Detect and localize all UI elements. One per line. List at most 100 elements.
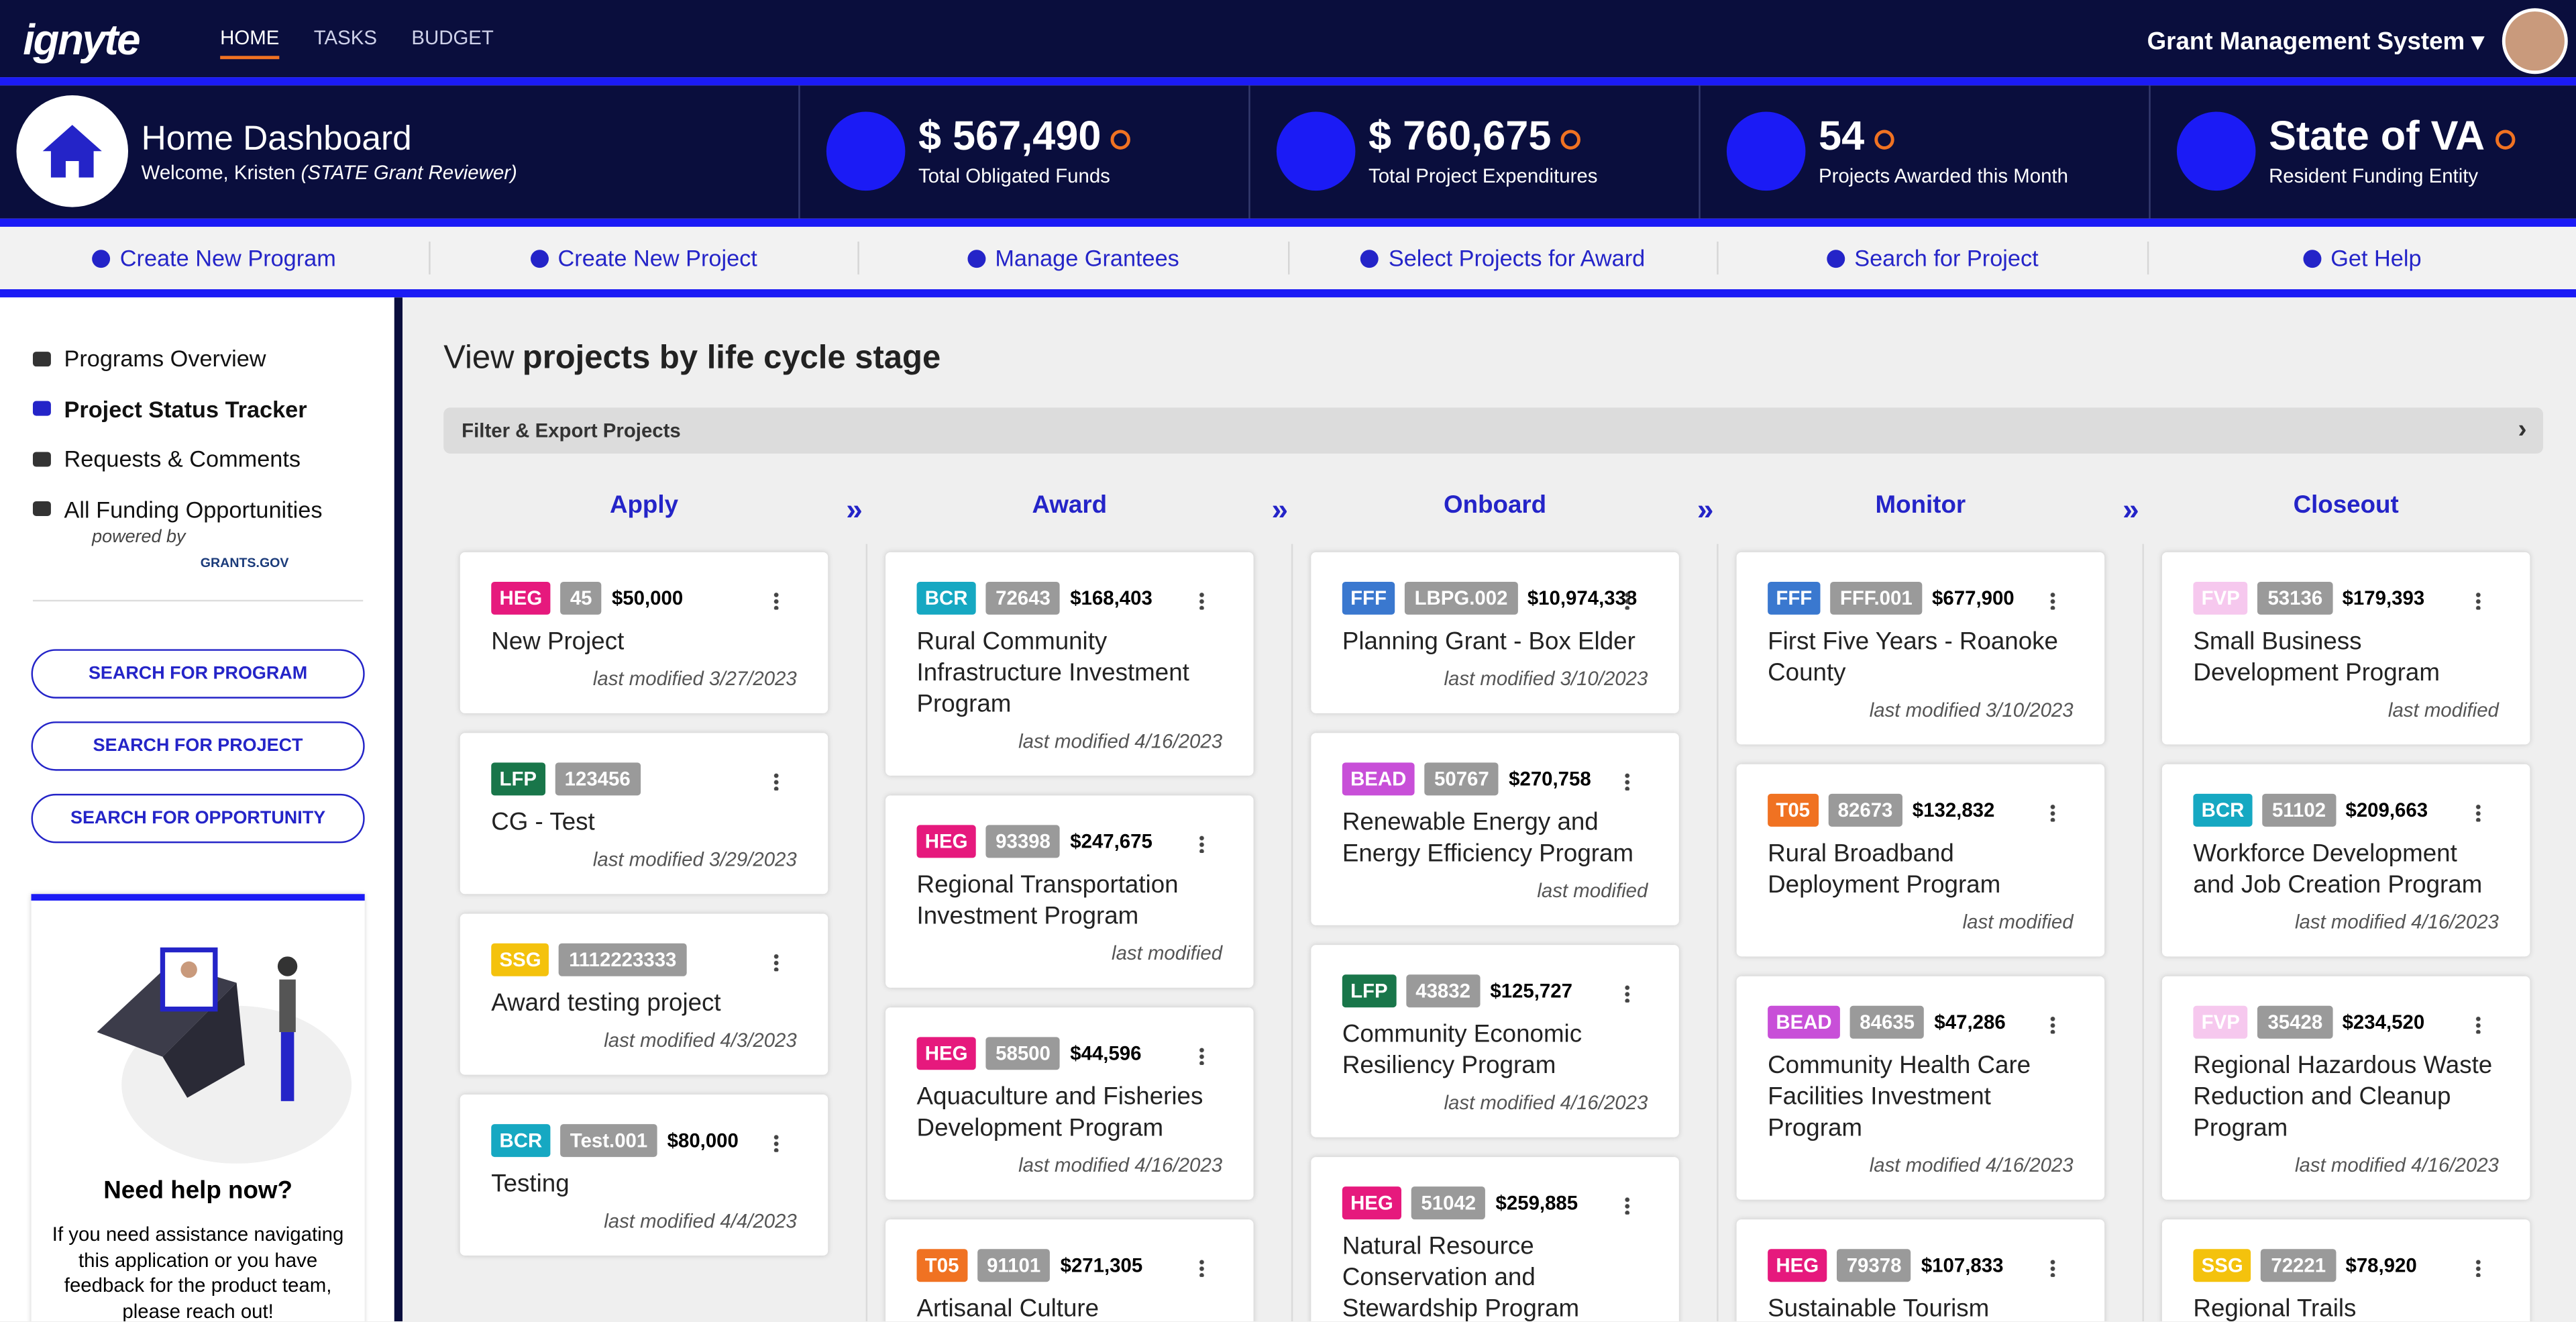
- project-amount: $247,675: [1070, 829, 1152, 852]
- last-modified: last modified 4/16/2023: [1869, 1154, 2074, 1177]
- project-card[interactable]: FVP 53136 $179,393 Small Business Developme…: [2161, 552, 2530, 745]
- project-card[interactable]: FVP 35428 $234,520 Regional Hazardous Waste…: [2161, 976, 2530, 1200]
- project-card[interactable]: T05 91101 $271,305 Artisanal Culture Preser…: [885, 1219, 1254, 1321]
- avatar[interactable]: [2502, 8, 2568, 74]
- program-tag: HEG: [491, 580, 551, 614]
- menu-item[interactable]: All Funding Opportunities: [33, 484, 323, 534]
- card-menu[interactable]: [773, 1133, 779, 1152]
- card-menu[interactable]: [1199, 591, 1205, 610]
- project-card[interactable]: HEG 79378 $107,833 Sustainable Tourism: [1736, 1219, 2105, 1321]
- card-menu[interactable]: [1199, 835, 1205, 854]
- last-modified: last modified 3/10/2023: [1869, 698, 2074, 722]
- welcome-text: Welcome, Kristen: [141, 161, 296, 185]
- project-card[interactable]: HEG 58500 $44,596 Aquaculture and Fisheries…: [885, 1007, 1254, 1200]
- card-menu[interactable]: [1625, 772, 1630, 791]
- heading-prefix: View: [443, 340, 515, 376]
- project-id: FFF.001: [1830, 580, 1923, 614]
- card-menu[interactable]: [1625, 984, 1630, 1003]
- action-link[interactable]: Select Projects for Award: [1289, 242, 1719, 274]
- card-menu[interactable]: [2050, 1258, 2055, 1277]
- project-title: Aquaculture and Fisheries Development Pr…: [916, 1082, 1203, 1143]
- stage-name: Onboard: [1444, 491, 1547, 519]
- last-modified: last modified: [1962, 910, 2074, 934]
- project-amount: $50,000: [611, 586, 684, 609]
- project-title: Artisanal Culture Preservation: [916, 1294, 1099, 1321]
- project-amount: $107,833: [1921, 1253, 2004, 1276]
- logo[interactable]: ignyte: [23, 15, 140, 64]
- project-title: Regional Hazardous Waste Reduction and C…: [2193, 1052, 2493, 1143]
- card-menu[interactable]: [2475, 803, 2481, 822]
- project-card[interactable]: BCR 72643 $168,403 Rural Community Infrastr…: [885, 552, 1254, 776]
- program-tag: BEAD: [1768, 1005, 1840, 1038]
- card-menu[interactable]: [1199, 1258, 1205, 1277]
- filter-export[interactable]: Filter & Export Projects: [443, 407, 2544, 454]
- last-modified: last modified 3/29/2023: [592, 848, 797, 871]
- project-card[interactable]: SSG 1112223333 Award testing project last m…: [460, 913, 828, 1075]
- project-card[interactable]: HEG 45 $50,000 New Project last modified 3/2…: [460, 552, 828, 713]
- menu-item[interactable]: Programs Overview: [33, 334, 323, 384]
- project-card[interactable]: FFF LBPG.002 $10,974,338 Planning Grant - B…: [1311, 552, 1679, 713]
- card-menu[interactable]: [2050, 591, 2055, 610]
- project-card[interactable]: BCR Test.001 $80,000 Testing last modified 4…: [460, 1095, 828, 1256]
- project-id: 123456: [554, 762, 641, 795]
- project-id: 93398: [985, 824, 1061, 858]
- help-text: If you need assistance navigating this a…: [52, 1223, 344, 1321]
- card-menu[interactable]: [2050, 1015, 2055, 1034]
- action-link[interactable]: Manage Grantees: [859, 242, 1289, 274]
- stat-label: Total Project Expenditures: [1368, 164, 1598, 188]
- project-card[interactable]: FFF FFF.001 $677,900 First Five Years - Roa…: [1736, 552, 2105, 745]
- action-link[interactable]: Get Help: [2148, 242, 2576, 274]
- card-meta: BCR Test.001 $80,000: [491, 1123, 797, 1156]
- project-card[interactable]: LFP 123456 CG - Test last modified 3/29/202…: [460, 733, 828, 895]
- card-meta: HEG 51042 $259,885: [1342, 1185, 1648, 1219]
- action-link[interactable]: Create New Project: [429, 242, 859, 274]
- search-button[interactable]: SEARCH FOR PROGRAM: [31, 649, 365, 699]
- project-card[interactable]: BCR 51102 $209,663 Workforce Development an…: [2161, 764, 2530, 957]
- project-title: New Project: [491, 627, 625, 656]
- card-menu[interactable]: [773, 591, 779, 610]
- project-card[interactable]: LFP 43832 $125,727 Community Economic Resil…: [1311, 945, 1679, 1137]
- project-card[interactable]: T05 82673 $132,832 Rural Broadband Deployme…: [1736, 764, 2105, 957]
- project-title: Rural Community Infrastructure Investmen…: [916, 627, 1189, 719]
- action-link[interactable]: Search for Project: [1719, 242, 2149, 274]
- project-id: 84635: [1849, 1005, 1925, 1038]
- card-meta: HEG 45 $50,000: [491, 580, 797, 614]
- project-id: Test.001: [560, 1123, 657, 1156]
- nav-link[interactable]: BUDGET: [411, 26, 494, 50]
- card-menu[interactable]: [773, 953, 779, 972]
- card-menu[interactable]: [2050, 803, 2055, 822]
- project-card[interactable]: SSG 72221 $78,920 Regional Trails: [2161, 1219, 2530, 1321]
- powered-by: powered by: [92, 527, 186, 548]
- search-button[interactable]: SEARCH FOR PROJECT: [31, 721, 365, 771]
- action-link[interactable]: Create New Program: [0, 242, 430, 274]
- system-menu[interactable]: Grant Management System ▾: [2147, 28, 2484, 56]
- card-menu[interactable]: [1625, 591, 1630, 610]
- stage-column: Apply HEG 45 $50,000 New Project last modifie…: [460, 491, 828, 1256]
- card-meta: FVP 53136 $179,393: [2193, 580, 2499, 614]
- menu-item[interactable]: Project Status Tracker: [33, 384, 323, 434]
- card-menu[interactable]: [2475, 1258, 2481, 1277]
- project-card[interactable]: BEAD 84635 $47,286 Community Health Care Fa…: [1736, 976, 2105, 1200]
- project-id: 35428: [2257, 1005, 2332, 1038]
- project-id: 58500: [985, 1036, 1061, 1070]
- stage-column: Onboard FFF LBPG.002 $10,974,338 Planning Gr…: [1311, 491, 1679, 1321]
- search-button[interactable]: SEARCH FOR OPPORTUNITY: [31, 793, 365, 844]
- project-id: 82673: [1827, 793, 1903, 826]
- card-menu[interactable]: [773, 772, 779, 791]
- card-meta: T05 91101 $271,305: [916, 1248, 1223, 1281]
- home-glyph: [42, 125, 102, 178]
- project-card[interactable]: BEAD 50767 $270,758 Renewable Energy and En…: [1311, 733, 1679, 925]
- card-menu[interactable]: [1625, 1196, 1630, 1215]
- project-card[interactable]: HEG 93398 $247,675 Regional Transportation …: [885, 795, 1254, 988]
- nav-link[interactable]: HOME: [220, 26, 280, 60]
- program-tag: T05: [916, 1248, 967, 1281]
- dashboard-header: Home Dashboard Welcome, Kristen (STATE G…: [0, 85, 2576, 219]
- menu-item[interactable]: Requests & Comments: [33, 434, 323, 485]
- card-menu[interactable]: [1199, 1047, 1205, 1065]
- project-card[interactable]: HEG 51042 $259,885 Natural Resource Conserv…: [1311, 1157, 1679, 1321]
- card-menu[interactable]: [2475, 1015, 2481, 1034]
- card-menu[interactable]: [2475, 591, 2481, 610]
- last-modified: last modified 4/16/2023: [1018, 729, 1223, 753]
- nav-link[interactable]: TASKS: [313, 26, 377, 50]
- system-name[interactable]: Grant Management System: [2147, 28, 2465, 56]
